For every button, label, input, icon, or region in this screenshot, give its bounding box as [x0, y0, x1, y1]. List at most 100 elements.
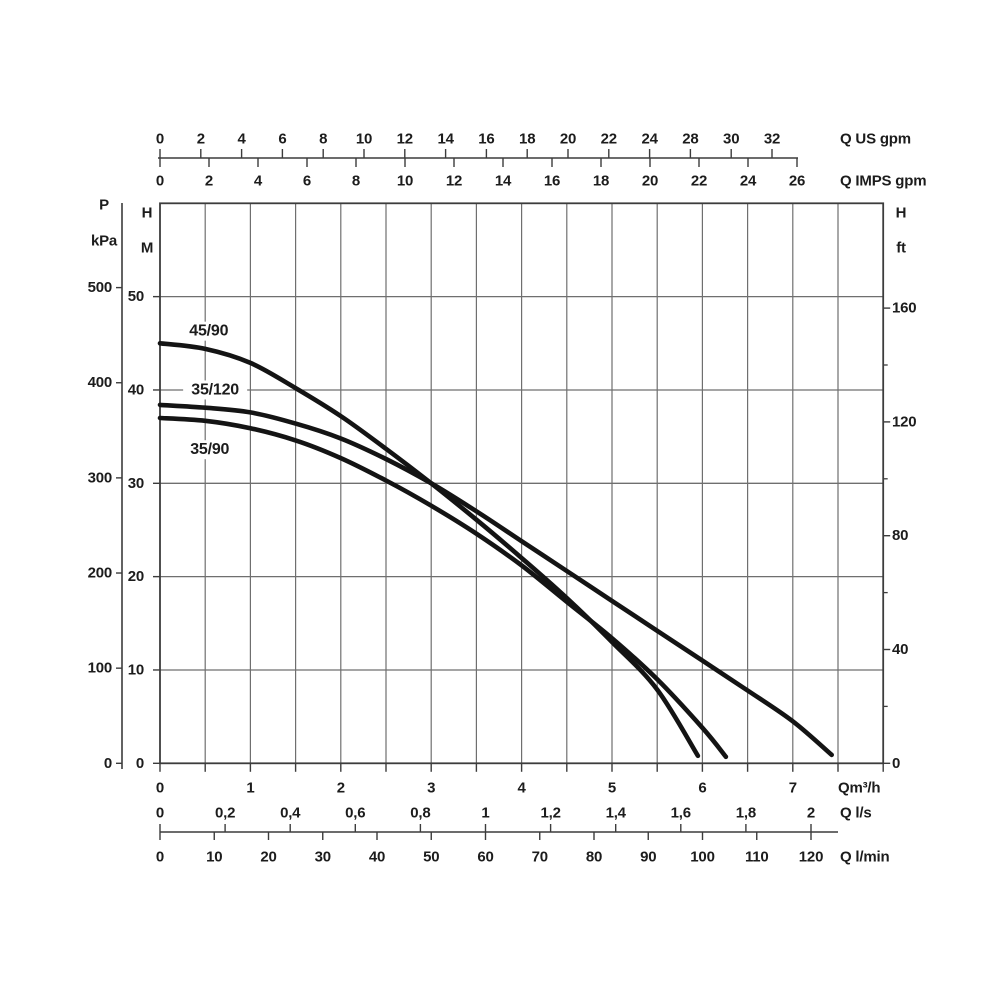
curve-label-bg — [181, 321, 237, 341]
us-gpm-tick-label: 24 — [641, 131, 658, 148]
lmin-tick-label: 90 — [640, 849, 656, 866]
m3h-tick-label: 5 — [608, 780, 616, 797]
us-gpm-tick-label: 10 — [356, 131, 372, 148]
lmin-tick-label: 10 — [206, 849, 222, 866]
imps-gpm-tick-label: 12 — [446, 173, 462, 190]
lmin-tick-label: 70 — [532, 849, 548, 866]
ls-tick-label: 1,4 — [606, 805, 627, 822]
lmin-tick-label: 110 — [745, 849, 769, 866]
imps-gpm-tick-label: 0 — [156, 173, 164, 190]
lmin-tick-label: 50 — [423, 849, 439, 866]
imps-gpm-tick-label: 20 — [642, 173, 658, 190]
kpa-tick-label: 0 — [104, 755, 112, 772]
meters-tick-label: 20 — [128, 568, 144, 585]
curve-label-35-90: 35/90 — [190, 441, 229, 458]
imps-gpm-tick-label: 26 — [789, 173, 805, 190]
m3h-tick-label: 2 — [337, 780, 345, 797]
curve-label-bg — [183, 380, 248, 400]
meters-tick-label: 40 — [128, 381, 144, 398]
meters-axis-unit: M — [141, 240, 153, 257]
lmin-unit-label: Q l/min — [840, 849, 889, 866]
ls-tick-label: 0,4 — [280, 805, 301, 822]
meters-tick-label: 50 — [128, 288, 144, 305]
ls-tick-label: 1,6 — [671, 805, 691, 822]
us-gpm-tick-label: 16 — [478, 131, 494, 148]
us-gpm-unit-label: Q US gpm — [840, 131, 911, 148]
imps-gpm-tick-label: 6 — [303, 173, 311, 190]
ls-tick-label: 0,2 — [215, 805, 235, 822]
ls-tick-label: 1,8 — [736, 805, 756, 822]
imps-gpm-tick-label: 14 — [495, 173, 512, 190]
m3h-tick-label: 4 — [518, 780, 527, 797]
m3h-unit-label: Qm³/h — [838, 780, 880, 797]
us-gpm-tick-label: 14 — [437, 131, 454, 148]
lmin-tick-label: 120 — [799, 849, 823, 866]
kpa-tick-label: 200 — [88, 565, 112, 582]
lmin-tick-label: 20 — [260, 849, 276, 866]
us-gpm-tick-label: 32 — [764, 131, 780, 148]
lmin-tick-label: 60 — [477, 849, 493, 866]
us-gpm-tick-label: 12 — [397, 131, 413, 148]
ls-tick-label: 2 — [807, 805, 815, 822]
m3h-tick-label: 3 — [427, 780, 435, 797]
imps-gpm-tick-label: 24 — [740, 173, 757, 190]
us-gpm-tick-label: 30 — [723, 131, 739, 148]
ls-unit-label: Q l/s — [840, 805, 872, 822]
feet-tick-label: 160 — [892, 300, 916, 317]
meters-tick-label: 30 — [128, 475, 144, 492]
lmin-tick-label: 80 — [586, 849, 602, 866]
m3h-tick-label: 0 — [156, 780, 164, 797]
us-gpm-tick-label: 18 — [519, 131, 535, 148]
feet-axis-header: H — [896, 205, 907, 222]
curve-label-45-90: 45/90 — [189, 323, 228, 340]
ls-tick-label: 0 — [156, 805, 164, 822]
meters-axis-header: H — [142, 205, 153, 222]
ls-tick-label: 0,6 — [345, 805, 365, 822]
m3h-tick-label: 1 — [246, 780, 254, 797]
lmin-tick-label: 100 — [690, 849, 714, 866]
us-gpm-tick-label: 6 — [278, 131, 286, 148]
lmin-tick-label: 40 — [369, 849, 385, 866]
curve-label-bg — [182, 440, 238, 460]
imps-gpm-tick-label: 4 — [254, 173, 263, 190]
imps-gpm-tick-label: 22 — [691, 173, 707, 190]
lmin-tick-label: 30 — [315, 849, 331, 866]
ls-tick-label: 1 — [481, 805, 489, 822]
meters-tick-label: 0 — [136, 755, 144, 772]
m3h-tick-label: 7 — [789, 780, 797, 797]
imps-gpm-tick-label: 10 — [397, 173, 413, 190]
meters-tick-label: 10 — [128, 661, 144, 678]
curve-45-90 — [157, 341, 701, 759]
kpa-tick-label: 500 — [88, 279, 112, 296]
imps-gpm-tick-label: 18 — [593, 173, 609, 190]
us-gpm-tick-label: 8 — [319, 131, 327, 148]
curve-35-90 — [157, 415, 729, 760]
us-gpm-tick-label: 2 — [197, 131, 205, 148]
us-gpm-tick-label: 0 — [156, 131, 164, 148]
imps-gpm-tick-label: 16 — [544, 173, 560, 190]
feet-tick-label: 0 — [892, 755, 900, 772]
feet-tick-label: 40 — [892, 641, 908, 658]
imps-gpm-unit-label: Q IMPS gpm — [840, 173, 926, 190]
feet-axis-unit: ft — [896, 240, 906, 257]
kpa-tick-label: 100 — [88, 660, 112, 677]
curve-label-35-120: 35/120 — [191, 381, 239, 398]
m3h-tick-label: 6 — [698, 780, 706, 797]
feet-tick-label: 120 — [892, 413, 916, 430]
imps-gpm-tick-label: 2 — [205, 173, 213, 190]
kpa-tick-label: 300 — [88, 469, 112, 486]
kpa-axis-header: P — [99, 197, 109, 214]
us-gpm-tick-label: 22 — [601, 131, 617, 148]
curve-35-120 — [157, 402, 834, 758]
ls-tick-label: 0,8 — [410, 805, 430, 822]
us-gpm-tick-label: 4 — [238, 131, 247, 148]
kpa-axis-unit: kPa — [91, 233, 118, 250]
imps-gpm-tick-label: 8 — [352, 173, 360, 190]
us-gpm-tick-label: 20 — [560, 131, 576, 148]
ls-tick-label: 1,2 — [540, 805, 560, 822]
lmin-tick-label: 0 — [156, 849, 164, 866]
kpa-tick-label: 400 — [88, 374, 112, 391]
feet-tick-label: 80 — [892, 527, 908, 544]
